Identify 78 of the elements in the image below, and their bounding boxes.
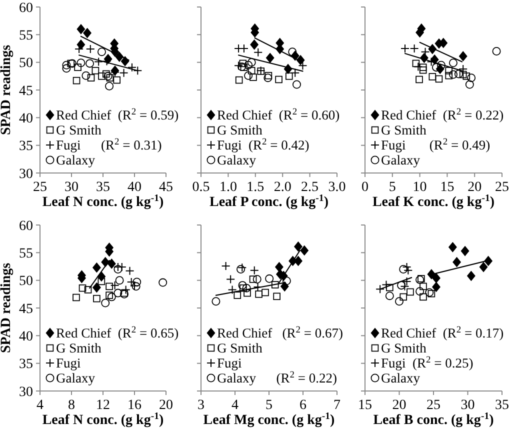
x-tick-label: 30 [460, 398, 475, 413]
x-tick-label: 15 [358, 398, 372, 413]
y-tick-label: 30 [19, 166, 33, 182]
x-tick-label: 12 [96, 398, 110, 413]
x-tick-label: 7 [334, 398, 340, 413]
x-tick-label: 35 [96, 180, 110, 195]
legend-label: Red Chief (R$^{2}$ = 0.65) [56, 326, 179, 341]
y-tick-label: 35 [19, 139, 33, 154]
y-axis-title: SPAD readings [0, 44, 14, 136]
x-axis-title: Leaf K conc. (g kg$^{-1}$) [372, 192, 495, 210]
legend-label: G Smith [217, 122, 263, 138]
y-tick-label: 45 [19, 84, 33, 99]
y-tick-label: 35 [19, 357, 33, 372]
x-tick-label: 2.5 [301, 180, 319, 195]
x-tick-label: 25 [33, 180, 47, 195]
x-tick-label: 15 [440, 180, 454, 195]
legend-label: Galaxy [217, 152, 256, 168]
y-tick-label: 40 [19, 112, 33, 127]
x-tick-label: 3.0 [328, 180, 346, 195]
x-tick-label: 40 [128, 180, 142, 195]
legend-label: Fugi (R$^{2}$ = 0.42) [217, 138, 310, 153]
legend-label: Galaxy (R$^{2}$ = 0.22) [217, 370, 337, 386]
legend-label: Red Chief (R$^{2}$ = 0.17) [381, 326, 504, 341]
legend-label: Galaxy [56, 370, 96, 386]
legend-label: Fugi [56, 356, 82, 371]
x-tick-label: 1.5 [246, 180, 264, 195]
x-tick-label: 25 [495, 180, 509, 195]
x-tick-label: 5 [266, 398, 272, 413]
x-axis-title: Leaf P conc. (g kg$^{-1}$) [210, 192, 329, 210]
legend-label: Red Chief (R$^{2}$ = 0.22) [381, 108, 504, 123]
x-tick-label: 10 [412, 180, 427, 195]
x-tick-label: 4 [36, 398, 44, 413]
legend-label: Galaxy [381, 370, 420, 386]
y-axis-title: SPAD readings [0, 262, 14, 354]
x-tick-label: 5 [388, 180, 396, 195]
y-tick-label: 60 [19, 218, 33, 234]
legend-label: G Smith [381, 122, 427, 138]
x-tick-label: 0 [362, 180, 368, 195]
legend-label: Red Chief (R$^{2}$ = 0.60) [217, 108, 340, 123]
legend-label: Fugi (R$^{2}$ = 0.49) [381, 138, 490, 153]
x-tick-label: 2.0 [274, 180, 292, 195]
legend-label: Galaxy [381, 152, 420, 168]
x-tick-label: 8 [68, 398, 75, 413]
x-tick-label: 20 [468, 180, 482, 195]
x-axis-title: Leaf B conc. (g kg$^{-1}$) [373, 410, 494, 428]
x-tick-label: 3 [198, 398, 204, 413]
legend-label: G Smith [381, 340, 427, 356]
legend-label: Fugi (R$^{2}$ = 0.25) [381, 356, 474, 371]
legend-label: Red Chief (R$^{2}$ = 0.67) [217, 326, 343, 341]
legend-label: G Smith [217, 340, 263, 356]
legend-label: Red Chief (R$^{2}$ = 0.59) [56, 108, 179, 123]
x-tick-label: 6 [300, 398, 306, 413]
x-tick-label: 30 [64, 180, 78, 195]
x-tick-label: 0.5 [192, 180, 210, 195]
x-tick-label: 25 [426, 398, 440, 413]
y-tick-label: 50 [19, 274, 33, 290]
y-tick-label: 40 [19, 330, 33, 345]
y-tick-label: 50 [19, 56, 33, 72]
x-axis-title: Leaf N conc. (g kg$^{-1}$) [42, 192, 164, 210]
x-tick-label: 20 [159, 398, 173, 413]
y-tick-label: 55 [19, 246, 33, 262]
legend-label: G Smith [56, 122, 102, 138]
x-tick-label: 4 [232, 398, 238, 413]
x-axis-title: Leaf Mg conc. (g kg$^{-1}$) [203, 410, 336, 428]
x-tick-label: 35 [495, 398, 509, 413]
y-tick-label: 60 [19, 0, 33, 16]
legend-label: G Smith [56, 340, 102, 356]
x-tick-label: 20 [392, 398, 406, 413]
x-tick-label: 45 [159, 180, 173, 195]
y-tick-label: 55 [19, 28, 33, 44]
y-tick-label: 30 [19, 384, 33, 400]
legend-label: Fugi (R$^{2}$ = 0.31) [56, 138, 162, 153]
y-tick-label: 45 [19, 302, 33, 317]
legend-label: Galaxy [56, 152, 96, 168]
legend-label: Fugi [217, 356, 242, 371]
x-tick-label: 1.0 [219, 180, 237, 195]
x-tick-label: 16 [128, 398, 142, 413]
x-axis-title: Leaf N conc. (g kg$^{-1}$) [42, 410, 164, 428]
